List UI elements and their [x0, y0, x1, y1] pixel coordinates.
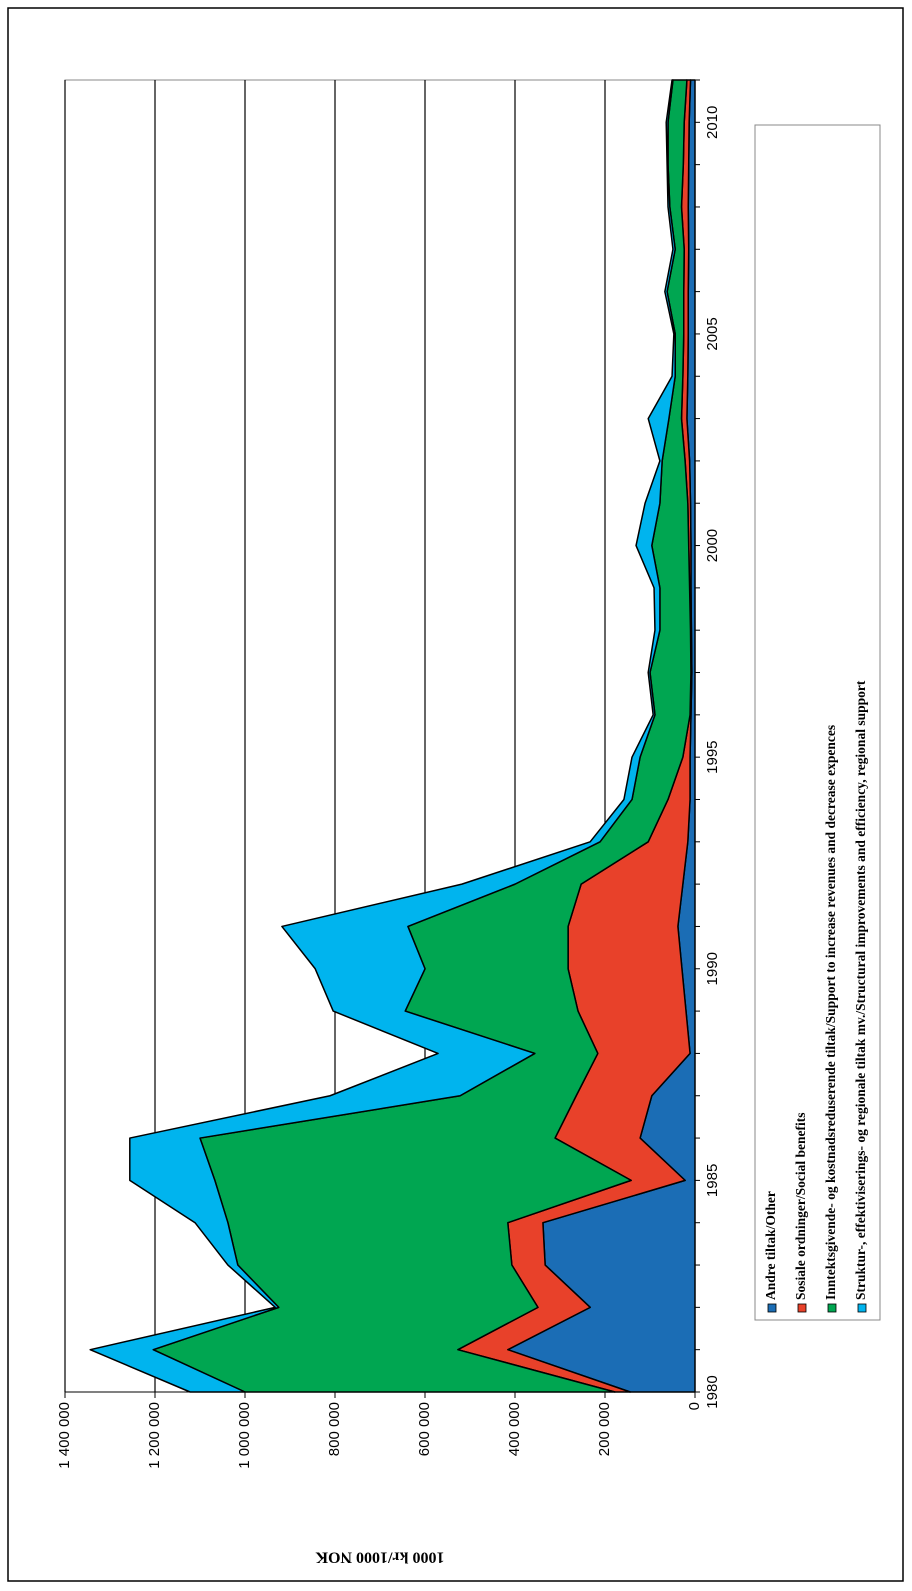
y-tick-label: 600 000: [416, 1402, 433, 1456]
x-tick-label: 1985: [704, 1164, 721, 1197]
y-tick-label: 0: [686, 1402, 703, 1410]
area: [89, 79, 676, 1393]
legend-label: Inntektsgivende- og kostnadsreduserende …: [823, 725, 838, 1300]
legend-label: Andre tiltak/Other: [763, 1191, 778, 1300]
x-tick-label: 2010: [704, 106, 721, 139]
x-tick-label: 2005: [704, 317, 721, 350]
legend-box: [754, 124, 881, 1321]
y-tick-label: 1 000 000: [236, 1402, 253, 1469]
x-tick-label: 1995: [704, 740, 721, 773]
legend-swatch: [857, 1303, 867, 1313]
y-axis-title: 1000 kr/1000 NOK: [315, 1548, 444, 1565]
y-tick-label: 400 000: [506, 1402, 523, 1456]
y-tick-label: 800 000: [326, 1402, 343, 1456]
x-tick-label: 2000: [704, 529, 721, 562]
x-tick-label: 1980: [704, 1375, 721, 1408]
y-tick-label: 1 200 000: [146, 1402, 163, 1469]
legend-label: Struktur-, effektiviserings- og regional…: [853, 680, 868, 1300]
legend-swatch: [797, 1303, 807, 1313]
legend-swatch: [827, 1303, 837, 1313]
legend-swatch: [767, 1303, 777, 1313]
x-tick-label: 1990: [704, 952, 721, 985]
legend-label: Sosiale ordninger/Social benefits: [793, 1112, 808, 1300]
y-tick-label: 1 400 000: [56, 1402, 73, 1469]
y-tick-label: 200 000: [596, 1402, 613, 1456]
